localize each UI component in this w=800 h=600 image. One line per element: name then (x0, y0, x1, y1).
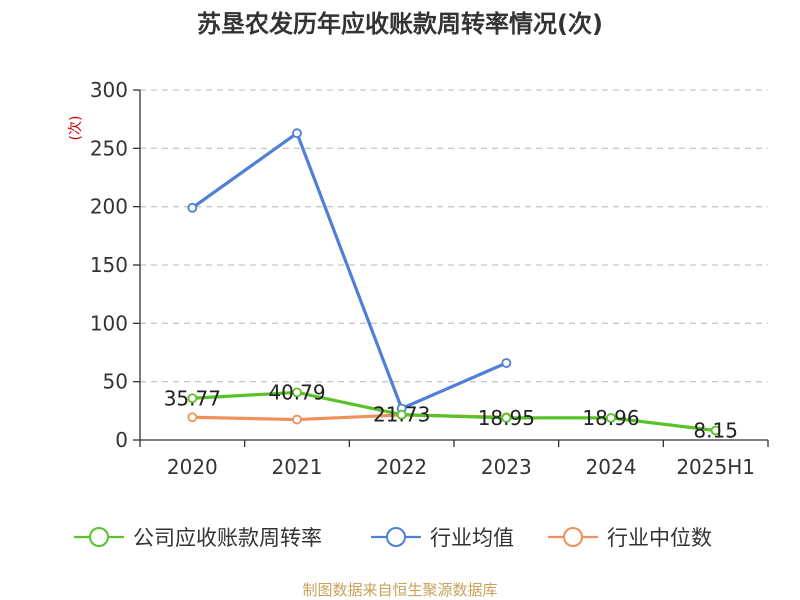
y-tick-label: 200 (90, 195, 128, 219)
data-label: 35.77 (164, 386, 221, 410)
series-1 (187, 128, 512, 414)
data-point[interactable] (292, 414, 302, 425)
data-point[interactable] (187, 202, 198, 213)
legend-item-1[interactable]: 行业均值 (371, 526, 514, 550)
x-tick-label: 2025H1 (676, 455, 755, 479)
y-tick-label: 150 (90, 253, 128, 277)
legend-label: 行业中位数 (607, 526, 712, 550)
legend-item-2[interactable]: 行业中位数 (548, 526, 712, 550)
data-point[interactable] (501, 358, 512, 368)
chart-title: 苏垦农发历年应收账款周转率情况(次) (197, 10, 603, 38)
legend-marker (89, 527, 109, 547)
source-note: 制图数据来自恒生聚源数据库 (302, 581, 497, 599)
series-line (191, 131, 507, 411)
x-tick-label: 2024 (586, 455, 637, 479)
legend-label: 行业均值 (430, 526, 514, 550)
data-point[interactable] (606, 412, 616, 423)
data-label: 40.79 (268, 380, 325, 404)
data-label: 8.15 (693, 418, 738, 442)
series-group (187, 128, 721, 436)
y-tick-label: 100 (90, 311, 128, 335)
legend-label: 公司应收账款周转率 (133, 526, 322, 550)
data-point[interactable] (710, 425, 721, 436)
y-tick-label: 50 (103, 370, 128, 394)
x-tick-label: 2020 (167, 455, 218, 479)
x-tick-label: 2021 (272, 455, 323, 479)
legend-marker (386, 527, 406, 547)
x-tick-label: 2022 (376, 455, 427, 479)
series-line (192, 390, 716, 433)
data-point[interactable] (396, 409, 407, 420)
gridlines (140, 89, 768, 383)
series-0 (187, 387, 721, 436)
data-point[interactable] (292, 387, 302, 398)
data-point[interactable] (187, 412, 198, 423)
y-tick-label: 250 (90, 136, 128, 160)
data-label: 21.73 (373, 403, 430, 427)
data-label: 18.96 (582, 406, 639, 430)
legend-marker (563, 527, 583, 547)
data-labels: 35.77 40.79 21.73 18.95 18.96 8.15 (164, 380, 738, 442)
y-tick-label: 0 (115, 428, 128, 452)
y-tick-label: 300 (90, 78, 128, 102)
axes: 0 50 100 150 200 250 300 2020 2021 2022 2023 2024 20… (90, 78, 769, 479)
y-axis-label: (次) (68, 116, 84, 141)
data-point[interactable] (292, 128, 302, 139)
data-point[interactable] (187, 393, 198, 404)
data-point[interactable] (501, 412, 512, 423)
legend-item-0[interactable]: 公司应收账款周转率 (74, 526, 322, 550)
legend[interactable]: 公司应收账款周转率 行业均值 行业中位数 (74, 526, 712, 550)
x-tick-label: 2023 (481, 455, 532, 479)
data-label: 18.95 (478, 406, 535, 430)
